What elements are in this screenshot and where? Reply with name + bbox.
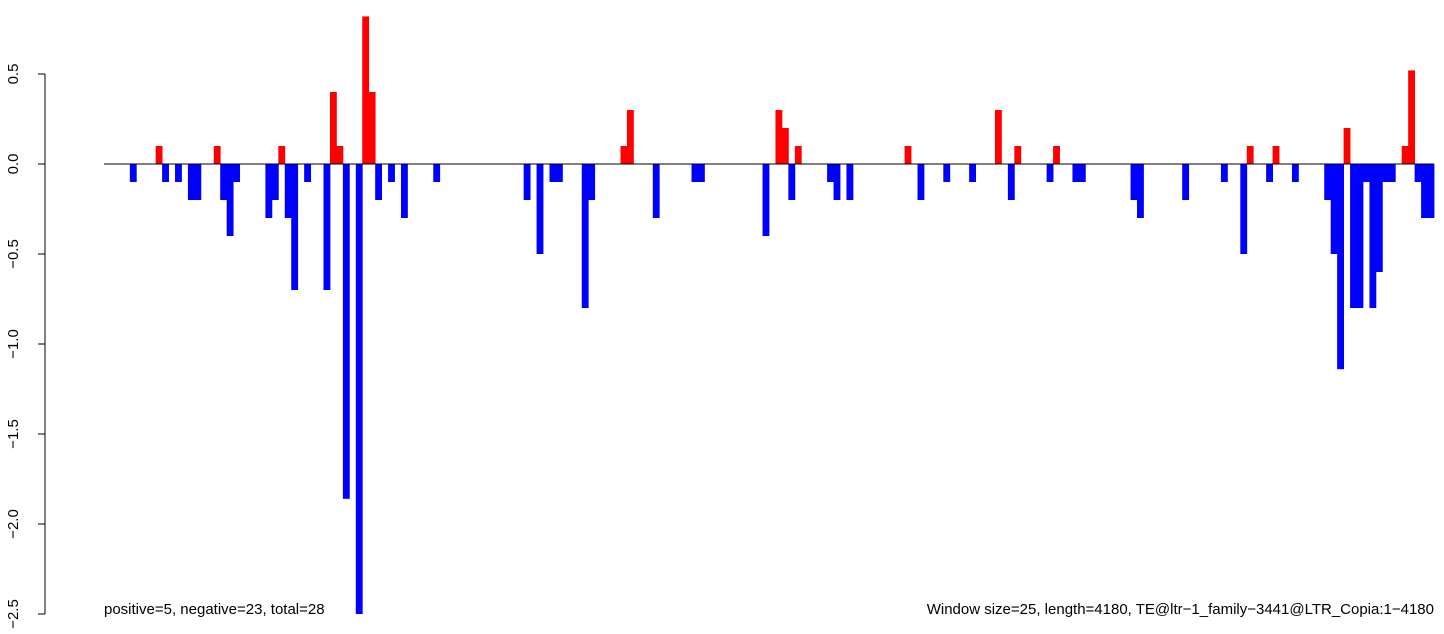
y-tick-label: 0.0: [5, 154, 22, 175]
positive-bar: [994, 110, 1002, 164]
negative-bar: [1337, 164, 1345, 370]
positive-bar: [1272, 146, 1280, 164]
negative-bar: [291, 164, 299, 290]
positive-bar: [620, 146, 628, 164]
negative-bar: [162, 164, 169, 182]
negative-bar: [555, 164, 563, 182]
negative-bar: [1382, 164, 1390, 182]
positive-bar: [1401, 146, 1409, 164]
positive-bar: [155, 146, 163, 164]
negative-bar: [1427, 164, 1435, 218]
negative-bar: [1130, 164, 1138, 200]
negative-bar: [1220, 164, 1228, 182]
negative-bar: [1375, 164, 1383, 272]
negative-bar: [233, 164, 240, 182]
positive-bar: [213, 146, 221, 164]
positive-bar: [368, 92, 376, 164]
positive-bar: [1014, 146, 1022, 164]
negative-bar: [917, 164, 925, 200]
negative-bar: [1414, 164, 1422, 182]
bars-group: [129, 16, 1435, 614]
negative-bar: [697, 164, 705, 182]
negative-bar: [265, 164, 273, 218]
negative-bar: [1388, 164, 1396, 182]
negative-bar: [187, 164, 195, 200]
positive-bar: [1246, 146, 1254, 164]
negative-bar: [1266, 164, 1273, 182]
positive-bar: [1408, 70, 1416, 164]
window-info-label: Window size=25, length=4180, TE@ltr−1_fa…: [927, 601, 1434, 618]
negative-bar: [581, 164, 589, 308]
negative-bar: [175, 164, 182, 182]
y-tick-label: −0.5: [5, 239, 22, 269]
summary-counts-label: positive=5, negative=23, total=28: [104, 601, 325, 618]
negative-bar: [588, 164, 596, 200]
negative-bar: [833, 164, 841, 200]
negative-bar: [220, 164, 228, 200]
negative-bar: [691, 164, 699, 182]
y-axis: −2.5 −2.0 −1.5 −1.0 −0.5 0.0 0.5: [5, 64, 46, 629]
negative-bar: [400, 164, 408, 218]
negative-bar: [1072, 164, 1080, 182]
positive-bar: [1053, 146, 1060, 164]
negative-bar: [304, 164, 312, 182]
negative-bar: [788, 164, 796, 200]
negative-bar: [1078, 164, 1086, 182]
positive-bar: [336, 146, 344, 164]
positive-bar: [362, 16, 370, 165]
negative-bar: [1007, 164, 1015, 200]
negative-bar: [129, 164, 137, 182]
negative-bar: [827, 164, 834, 182]
y-tick-label: −2.0: [5, 509, 22, 539]
negative-bar: [969, 164, 977, 182]
negative-bar: [1137, 164, 1144, 218]
negative-bar: [536, 164, 544, 254]
negative-bar: [846, 164, 854, 200]
y-tick-label: −1.5: [5, 419, 22, 449]
y-tick-label: −1.0: [5, 329, 22, 359]
negative-bar: [355, 164, 363, 614]
negative-bar: [284, 164, 292, 218]
positive-bar: [775, 110, 783, 164]
negative-bar: [1369, 164, 1377, 308]
negative-bar: [323, 164, 331, 290]
negative-bar: [1240, 164, 1248, 254]
negative-bar: [652, 164, 660, 218]
negative-bar: [943, 164, 951, 182]
positive-bar: [1343, 128, 1351, 164]
negative-bar: [762, 164, 770, 236]
positive-bar: [329, 92, 337, 164]
positive-bar: [794, 146, 802, 164]
positive-bar: [278, 146, 286, 164]
negative-bar: [549, 164, 557, 182]
negative-bar: [375, 164, 383, 200]
y-tick-label: 0.5: [5, 64, 22, 85]
negative-bar: [388, 164, 395, 182]
negative-bar: [1350, 164, 1357, 308]
negative-bar: [1356, 164, 1364, 308]
positive-bar: [904, 146, 912, 164]
negative-bar: [433, 164, 441, 182]
negative-bar: [1330, 164, 1338, 254]
negative-bar: [1362, 164, 1370, 182]
negative-bar: [271, 164, 279, 200]
y-tick-label: −2.5: [5, 599, 22, 629]
negative-bar: [342, 164, 350, 499]
negative-bar: [226, 164, 234, 236]
negative-bar: [1324, 164, 1332, 200]
negative-bar: [1182, 164, 1190, 200]
negative-bar: [1046, 164, 1054, 182]
negative-bar: [1421, 164, 1428, 218]
negative-bar: [1291, 164, 1299, 182]
negative-bar: [194, 164, 202, 200]
positive-bar: [626, 110, 634, 164]
positive-bar: [781, 128, 789, 164]
negative-bar: [523, 164, 531, 200]
